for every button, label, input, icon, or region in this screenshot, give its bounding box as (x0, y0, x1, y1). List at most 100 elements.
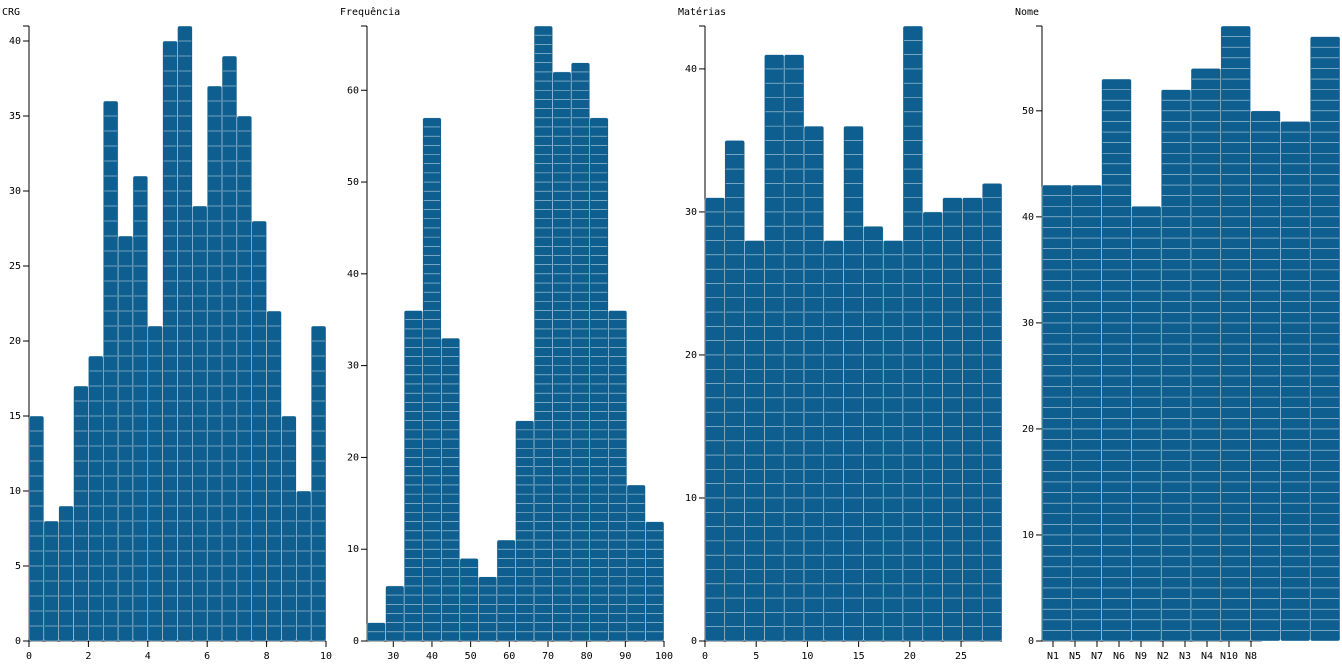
bar (206, 85, 223, 642)
x-tick-label: N6 (1113, 651, 1125, 662)
y-tick-label: 40 (685, 64, 697, 75)
bar (147, 325, 163, 642)
y-tick-label: 50 (1022, 106, 1034, 117)
y-tick-label: 30 (1022, 318, 1034, 329)
bar (28, 415, 45, 642)
bar (724, 140, 745, 642)
bar (783, 54, 805, 642)
x-tick-label: 6 (204, 651, 210, 662)
bar (281, 415, 297, 642)
bar (1309, 36, 1341, 642)
y-tick-label: 0 (353, 636, 359, 647)
x-tick-label: 25 (955, 651, 967, 662)
y-tick-label: 10 (1022, 530, 1034, 541)
bar (177, 25, 193, 642)
y-tick-label: 25 (9, 261, 21, 272)
bar (221, 55, 238, 642)
x-tick-label: 0 (26, 651, 32, 662)
bar (58, 505, 74, 642)
x-tick-label: 80 (581, 651, 593, 662)
bar (962, 197, 983, 642)
bar (1071, 184, 1102, 642)
bar (645, 521, 665, 642)
x-tick-label: 10 (801, 651, 813, 662)
chart-title: Nome (1015, 7, 1039, 18)
x-tick-label: 5 (753, 651, 759, 662)
x-tick-label: 30 (387, 651, 399, 662)
x-tick-label: N2 (1157, 651, 1169, 662)
bar (533, 25, 553, 642)
y-tick-label: 30 (9, 186, 21, 197)
y-tick-label: 5 (15, 561, 21, 572)
y-tick-label: 35 (9, 111, 21, 122)
bar (132, 175, 148, 642)
bar (236, 115, 252, 642)
x-tick-label: N8 (1245, 651, 1257, 662)
bar (764, 54, 785, 642)
bar (942, 197, 963, 642)
x-tick-label: 15 (853, 651, 865, 662)
bar (1280, 121, 1311, 642)
y-tick-label: 0 (691, 636, 697, 647)
bar (310, 325, 327, 642)
x-tick-label: 0 (702, 651, 708, 662)
bar (589, 117, 609, 642)
y-tick-label: 30 (347, 361, 359, 372)
bar (1131, 206, 1162, 642)
bar (863, 226, 884, 642)
y-tick-label: 20 (9, 336, 21, 347)
y-tick-label: 15 (9, 411, 21, 422)
x-tick-label: N3 (1179, 651, 1191, 662)
x-tick-label: N4 (1201, 651, 1213, 662)
bar (192, 205, 208, 642)
y-tick-label: 40 (1022, 212, 1034, 223)
y-tick-label: 40 (9, 36, 21, 47)
x-tick-label: N7 (1091, 651, 1103, 662)
bar (1041, 184, 1072, 642)
y-tick-label: 40 (347, 269, 359, 280)
y-tick-label: 20 (685, 350, 697, 361)
x-tick-label: N9 (1135, 651, 1147, 662)
x-tick-label: N5 (1069, 651, 1081, 662)
x-tick-label: 4 (145, 651, 151, 662)
x-tick-label: N10 (1220, 651, 1238, 662)
y-tick-label: 50 (347, 177, 359, 188)
x-tick-label: 70 (542, 651, 554, 662)
bar (496, 539, 516, 642)
y-tick-label: 10 (347, 544, 359, 555)
chart-title: Frequência (340, 6, 400, 18)
y-tick-label: 0 (1028, 636, 1034, 647)
y-tick-label: 30 (685, 207, 697, 218)
bar (459, 558, 479, 642)
chart-title: CRG (2, 7, 20, 18)
chart-title: Matérias (678, 6, 726, 18)
bar (478, 576, 498, 642)
x-tick-label: 50 (465, 651, 477, 662)
x-tick-label: 20 (904, 651, 916, 662)
y-tick-label: 10 (9, 486, 21, 497)
x-tick-label: 90 (619, 651, 631, 662)
x-tick-label: 100 (655, 651, 673, 662)
x-tick-label: N1 (1047, 651, 1059, 662)
y-tick-label: 20 (347, 452, 359, 463)
y-tick-label: 0 (15, 636, 21, 647)
bar (570, 62, 590, 642)
x-tick-label: 8 (264, 651, 270, 662)
bar (1101, 78, 1132, 642)
bar (88, 355, 104, 642)
bar (117, 235, 134, 642)
bar (422, 117, 442, 642)
y-tick-label: 60 (347, 85, 359, 96)
y-tick-label: 20 (1022, 424, 1034, 435)
bar (626, 484, 646, 642)
x-tick-label: 10 (320, 651, 332, 662)
x-tick-label: 60 (503, 651, 515, 662)
x-tick-label: 40 (426, 651, 438, 662)
x-tick-label: 2 (85, 651, 91, 662)
bar (441, 337, 461, 642)
bar (73, 385, 89, 642)
bar (704, 197, 725, 642)
y-tick-label: 10 (685, 493, 697, 504)
bar (902, 25, 924, 642)
